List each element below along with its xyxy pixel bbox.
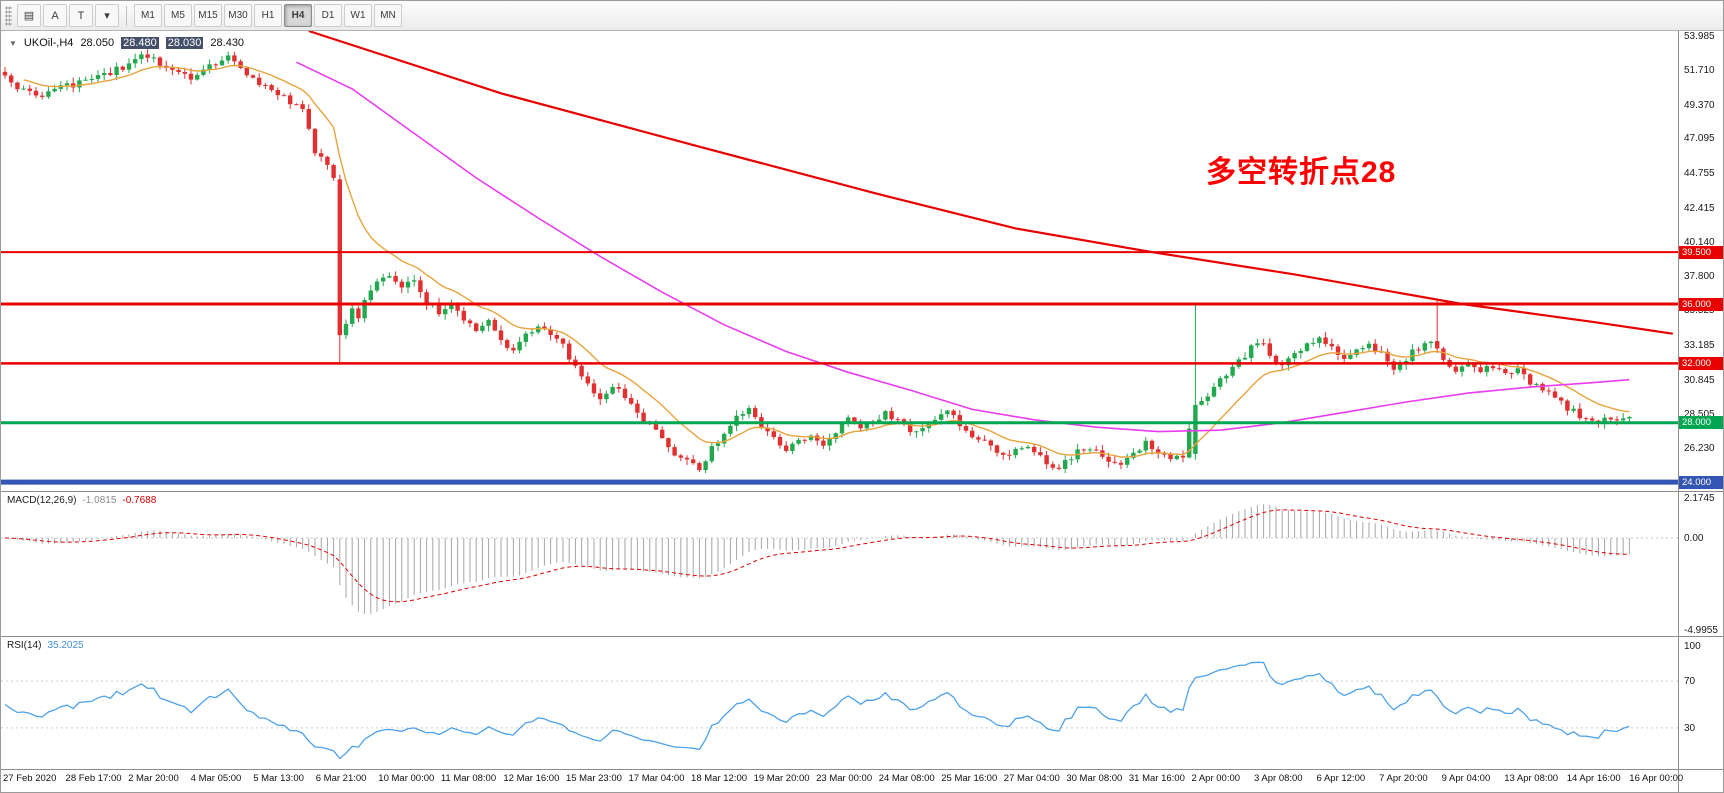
chart-title-part: 28.430: [210, 37, 245, 49]
macd-signal-value: -0.7688: [122, 495, 157, 506]
timeframe-button-w1[interactable]: W1: [344, 4, 372, 27]
price-axis-label: 47.095: [1684, 133, 1715, 145]
time-axis-label: 13 Apr 08:00: [1504, 773, 1559, 784]
price-axis-border: [1678, 31, 1679, 792]
price-axis-label: 40.140: [1684, 236, 1715, 248]
time-axis-label: 23 Mar 00:00: [816, 773, 873, 784]
macd-axis-zero-label: 0.00: [1684, 533, 1704, 545]
toolbar: ▤ A T ▾ M1 M5 M15 M30 H1 H4 D1 W1 MN: [1, 1, 1723, 31]
timeframe-button-m30[interactable]: M30: [224, 4, 252, 27]
time-axis-label: 31 Mar 16:00: [1128, 773, 1185, 784]
macd-main-value: -1.0815: [82, 495, 117, 506]
time-axis-label: 5 Mar 13:00: [253, 773, 304, 784]
timeframe-button-h4[interactable]: H4: [284, 4, 312, 27]
price-line-badge: 28.000: [1679, 416, 1723, 430]
time-axis-label: 17 Mar 04:00: [628, 773, 685, 784]
price-axis-label: 28.505: [1684, 409, 1715, 421]
time-axis-label: 6 Mar 21:00: [315, 773, 367, 784]
macd-plot: [1, 504, 1678, 614]
timeframe-button-m5[interactable]: M5: [164, 4, 192, 27]
price-axis-label: 30.845: [1684, 374, 1715, 386]
chart-title-part: 28.030: [165, 37, 204, 49]
macd-axis-max-label: 2.1745: [1684, 493, 1715, 504]
price-axis-label: 51.710: [1684, 64, 1715, 76]
panel-separator-time-axis: [1, 769, 1723, 770]
time-axis-label: 16 Apr 00:00: [1629, 773, 1684, 784]
ma-slow-magenta-line: [296, 61, 1630, 433]
time-axis-label: 19 Mar 20:00: [753, 773, 810, 784]
price-axis-label: 44.755: [1684, 168, 1715, 180]
time-axis-label: 27 Feb 2020: [3, 773, 57, 784]
toolbar-separator: [126, 5, 127, 26]
panel-separator-macd-rsi[interactable]: [1, 636, 1723, 637]
chart-ohlc-title: ▼ UKOil-,H4 28.050 28.480 28.030 28.430: [9, 37, 244, 49]
time-axis-label: 12 Mar 16:00: [503, 773, 560, 784]
timeframe-button-d1[interactable]: D1: [314, 4, 342, 27]
time-axis-label: 24 Mar 08:00: [878, 773, 935, 784]
timeframe-button-m1[interactable]: M1: [134, 4, 162, 27]
macd-indicator-label: MACD(12,26,9) -1.0815 -0.7688: [7, 495, 156, 506]
timeframe-button-m15[interactable]: M15: [194, 4, 222, 27]
toolbar-tools-group: ▤ A T ▾: [16, 4, 120, 27]
descending-trendline[interactable]: [308, 29, 1673, 335]
rsi-indicator-label: RSI(14) 35.2025: [7, 640, 84, 651]
time-axis-label: 6 Apr 12:00: [1316, 773, 1366, 784]
horizontal-support-resistance-lines[interactable]: [1, 251, 1678, 485]
rsi-value: 35.2025: [47, 640, 84, 651]
panel-separator-main-macd[interactable]: [1, 491, 1723, 492]
chart-title-part: 28.050: [80, 37, 115, 49]
time-axis-label: 27 Mar 04:00: [1003, 773, 1060, 784]
time-axis-label: 9 Apr 04:00: [1441, 773, 1491, 784]
time-axis-label: 10 Mar 00:00: [378, 773, 435, 784]
chart-title-part: 28.480: [121, 37, 159, 49]
price-axis-label: 33.185: [1684, 339, 1715, 351]
time-axis-label: 2 Apr 00:00: [1191, 773, 1241, 784]
price-line-badge: 24.000: [1679, 475, 1723, 489]
price-line-badge: 36.000: [1679, 297, 1723, 311]
toolbar-dropdown-arrow-icon[interactable]: ▾: [95, 4, 119, 27]
time-axis-label: 28 Feb 17:00: [65, 773, 122, 784]
price-axis-label: 37.800: [1684, 271, 1715, 283]
chart-title-part: UKOil-,H4: [23, 37, 74, 49]
time-axis-label: 14 Apr 16:00: [1566, 773, 1621, 784]
toolbar-chart-window-icon[interactable]: ▤: [17, 4, 41, 27]
price-axis-label: 26.230: [1684, 443, 1715, 454]
time-axis-label: 7 Apr 20:00: [1379, 773, 1428, 784]
ma-fast-orange-line: [23, 64, 1630, 458]
rsi-axis-label: 100: [1684, 641, 1701, 652]
rsi-axis-label: 30: [1684, 722, 1696, 734]
macd-axis-min-label: -4.9955: [1684, 625, 1718, 636]
toolbar-grip-handle[interactable]: [5, 5, 12, 26]
price-axis-label: 42.415: [1684, 202, 1715, 214]
price-axis-label: 35.525: [1684, 305, 1715, 317]
rsi-plot: [1, 661, 1678, 760]
price-line-badge: 39.500: [1679, 245, 1723, 259]
toolbar-annotate-a-icon[interactable]: A: [43, 4, 67, 27]
toolbar-timeframes-group: M1 M5 M15 M30 H1 H4 D1 W1 MN: [133, 4, 403, 27]
toolbar-text-tool-icon[interactable]: T: [69, 4, 93, 27]
time-axis-label: 25 Mar 16:00: [941, 773, 998, 784]
rsi-name: RSI(14): [7, 640, 42, 651]
price-axis-label: 53.985: [1684, 31, 1715, 43]
chart-annotation: 多空转折点28: [1206, 156, 1397, 189]
time-axis-label: 15 Mar 23:00: [565, 773, 622, 784]
time-axis-label: 11 Mar 08:00: [440, 773, 497, 784]
time-axis-label: 4 Mar 05:00: [190, 773, 242, 784]
time-axis-label: 30 Mar 08:00: [1066, 773, 1123, 784]
timeframe-button-h1[interactable]: H1: [254, 4, 282, 27]
candles-group: [2, 49, 1632, 474]
price-line-badge: 32.000: [1679, 356, 1723, 370]
time-axis-label: 18 Mar 12:00: [691, 773, 748, 784]
rsi-axis-label: 70: [1684, 676, 1696, 688]
time-axis-label: 2 Mar 20:00: [128, 773, 179, 784]
price-axis-label: 49.370: [1684, 99, 1715, 111]
collapse-icon[interactable]: ▼: [9, 38, 17, 48]
time-axis-label: 3 Apr 08:00: [1254, 773, 1303, 784]
timeframe-button-mn[interactable]: MN: [374, 4, 402, 27]
macd-name: MACD(12,26,9): [7, 495, 77, 506]
